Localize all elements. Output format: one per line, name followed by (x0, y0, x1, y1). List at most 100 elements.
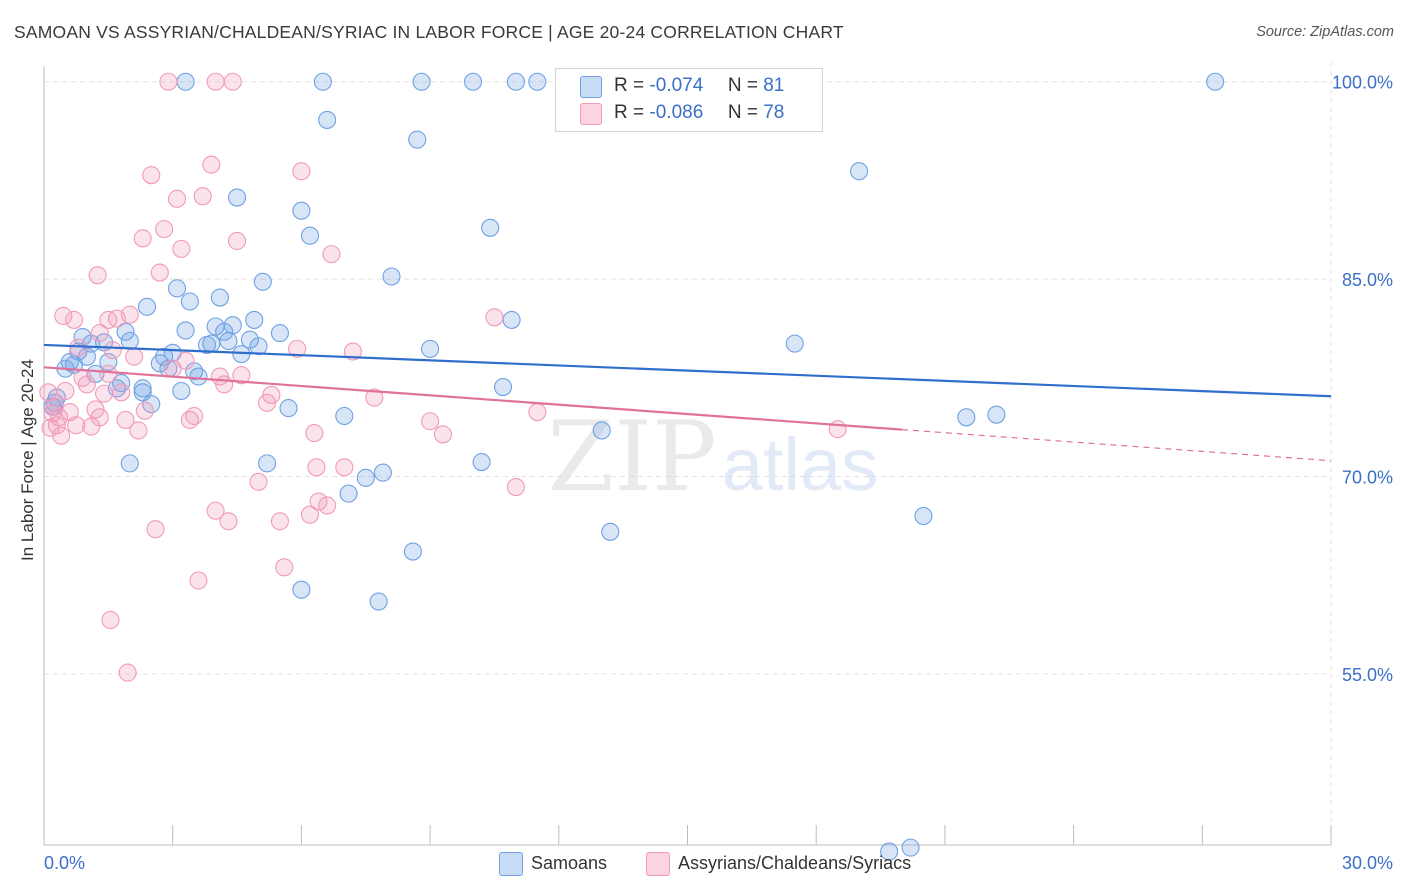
assyrians-point (433, 425, 453, 444)
assyrians-swatch (580, 103, 602, 125)
samoans-point (373, 463, 392, 482)
legend-n-value: 81 (763, 75, 785, 96)
assyrians-point (202, 155, 221, 174)
assyrians-point (292, 162, 311, 181)
samoans-point (987, 405, 1006, 424)
assyrians-point (135, 401, 154, 420)
y-tick-label: 85.0% (1342, 270, 1393, 290)
assyrians-point (219, 512, 238, 531)
samoans-point (502, 310, 521, 329)
assyrians-point (88, 266, 107, 285)
samoans-point (167, 279, 187, 298)
assyrians-point (125, 347, 144, 366)
samoans-point (318, 110, 337, 129)
watermark-zip: ZIP (547, 401, 716, 513)
assyrians-point (112, 383, 131, 402)
samoans-point (408, 130, 427, 149)
assyrians-point (305, 424, 324, 443)
samoans-point (245, 310, 264, 329)
assyrians-legend-swatch (646, 852, 670, 876)
assyrians-point (120, 305, 139, 324)
samoans-point (412, 72, 431, 91)
samoans-point (258, 454, 277, 473)
samoans-point (210, 288, 229, 307)
samoans-point (120, 331, 139, 351)
assyrians-point (528, 402, 547, 422)
legend-r-value: -0.074 (649, 75, 704, 96)
samoans-trend-line (43, 343, 1332, 398)
samoans-point (228, 188, 247, 207)
y-tick-label: 70.0% (1342, 468, 1393, 488)
samoans-point (172, 381, 191, 401)
assyrians-trend-line (43, 366, 903, 431)
samoans-point (1206, 72, 1225, 91)
samoans-point (472, 453, 491, 472)
assyrians-point (129, 421, 148, 440)
assyrians-point (249, 472, 268, 491)
assyrians-point (142, 166, 161, 185)
samoans-point (493, 377, 513, 397)
assyrians-point (133, 229, 152, 248)
samoans-point (112, 374, 131, 393)
assyrians-point (206, 72, 225, 91)
samoans-point (369, 592, 388, 611)
assyrians-point (54, 306, 73, 326)
samoans-point (957, 408, 976, 427)
trend-lines (43, 343, 1332, 462)
axes (43, 66, 1332, 846)
samoans-point (133, 379, 152, 398)
assyrians-point (193, 187, 212, 206)
assyrians-point (146, 520, 165, 539)
samoans-point (180, 292, 199, 311)
y-tick-label: 55.0% (1342, 665, 1393, 685)
assyrians-point (101, 610, 120, 630)
assyrians-point (288, 339, 307, 358)
samoans-point (335, 406, 354, 426)
samoans-point (356, 468, 375, 487)
data-points (39, 72, 1225, 861)
samoans-point (300, 226, 320, 245)
legend-r-label: R = (614, 75, 645, 96)
chart-title: SAMOAN VS ASSYRIAN/CHALDEAN/SYRIAC IN LA… (14, 22, 844, 42)
samoans-point (463, 72, 483, 91)
samoans-point (120, 454, 139, 473)
samoans-point (601, 522, 620, 541)
samoans-point (116, 322, 135, 341)
samoans-point (279, 399, 298, 418)
assyrians-point (309, 492, 328, 511)
assyrians-point (828, 420, 847, 439)
samoans-point (901, 838, 920, 857)
assyrians-point (275, 558, 294, 577)
assyrians-point (172, 239, 191, 258)
assyrians-point (307, 458, 326, 477)
assyrians-point (167, 189, 187, 208)
assyrians-point (185, 406, 204, 426)
samoans-point (528, 72, 547, 91)
samoans-point (176, 321, 195, 340)
assyrians-point (56, 381, 75, 401)
x-tick-label-max: 30.0% (1342, 853, 1393, 873)
legend-r-label: R = (614, 102, 645, 123)
samoans-point (202, 334, 221, 353)
assyrians-point (49, 408, 69, 427)
assyrians-point (103, 341, 122, 360)
stats-legend: R = -0.074 N = 81 R = -0.086 N = 78 (555, 68, 823, 132)
samoans-point (176, 72, 195, 91)
assyrians-point (159, 72, 178, 91)
samoans-point (137, 297, 157, 316)
assyrians-point (64, 310, 84, 329)
assyrians-point (99, 364, 118, 383)
assyrians-point (232, 366, 251, 385)
samoans-point (292, 580, 311, 599)
assyrians-point (506, 478, 525, 497)
samoans-point (880, 842, 899, 861)
assyrians-point (90, 408, 109, 427)
samoans-point (339, 484, 358, 503)
samoans-point (382, 267, 401, 286)
assyrians-point (52, 426, 71, 445)
legend-n-value: 78 (763, 102, 785, 123)
samoans-point (481, 218, 500, 237)
assyrians-point (150, 263, 169, 282)
assyrians-point (90, 324, 109, 343)
